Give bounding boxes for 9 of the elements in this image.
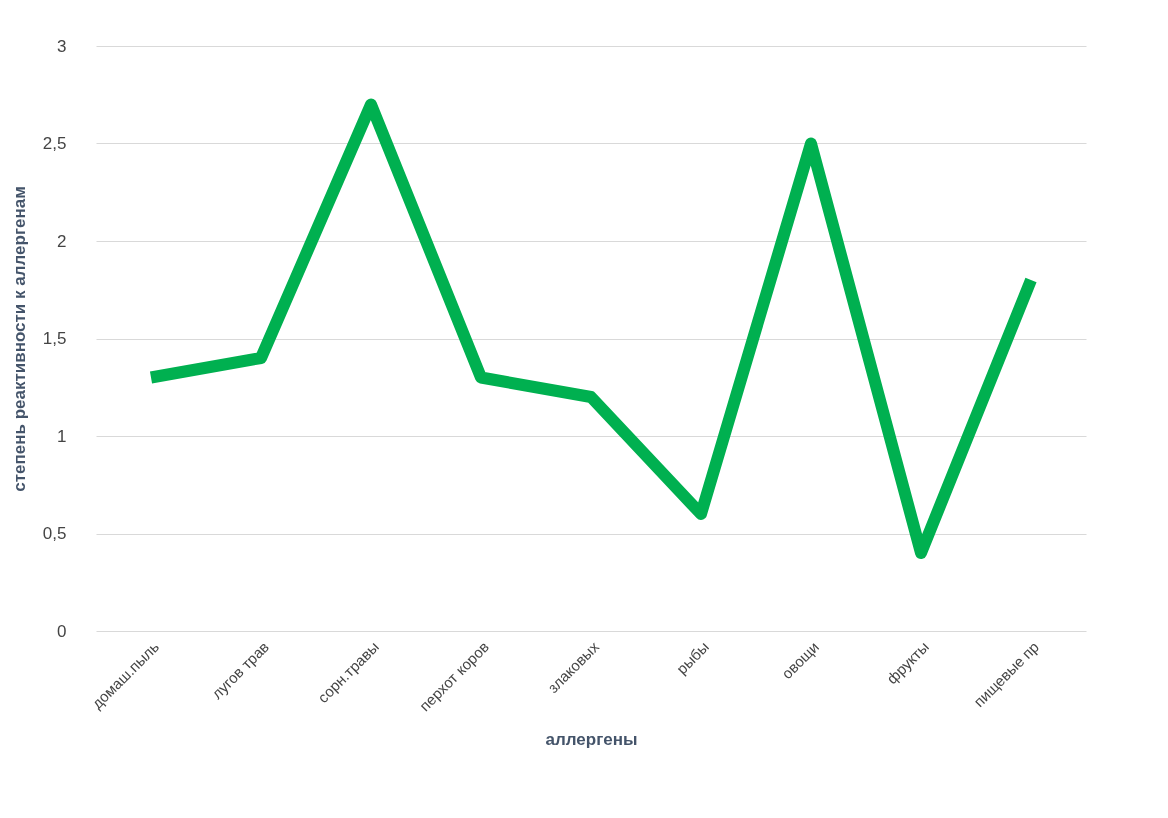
y-tick-label: 0,5 bbox=[42, 524, 67, 543]
x-axis-title: аллергены bbox=[545, 730, 638, 750]
y-tick-label: 2 bbox=[57, 231, 67, 251]
y-axis-title: степень реактивности к аллергенам bbox=[9, 186, 29, 492]
y-tick-label: 1,5 bbox=[42, 329, 67, 348]
y-tick-label: 3 bbox=[57, 36, 67, 56]
y-tick-label: 1 bbox=[57, 426, 67, 446]
y-tick-label: 0 bbox=[57, 621, 67, 641]
y-tick-label: 2,5 bbox=[42, 134, 67, 153]
